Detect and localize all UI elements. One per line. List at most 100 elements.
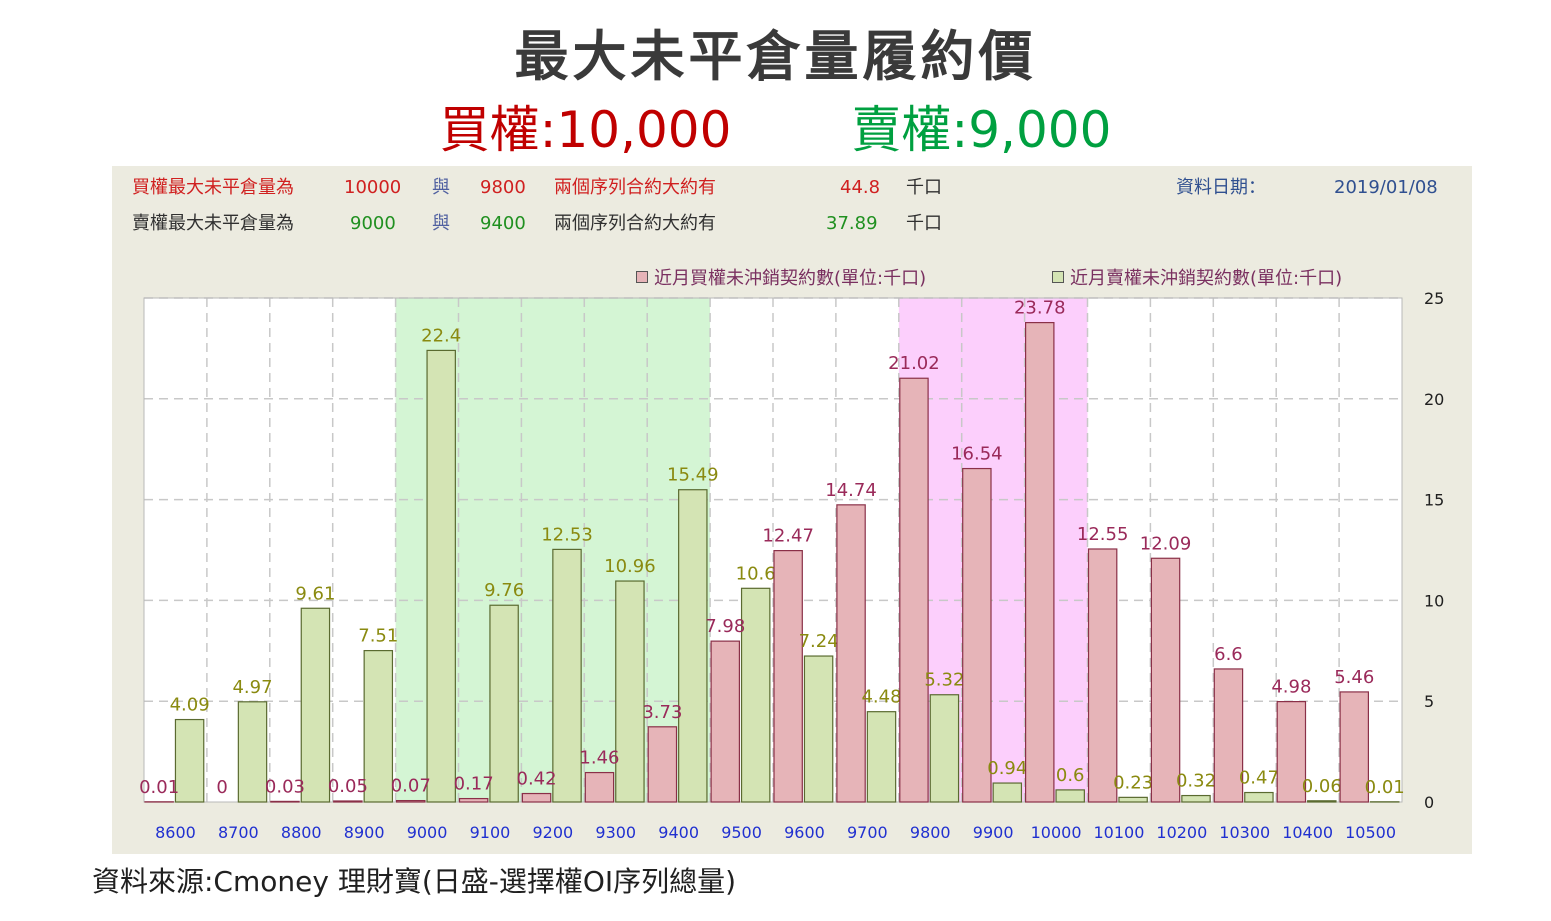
bar-put [866, 711, 897, 803]
x-tick-label: 10500 [1345, 823, 1396, 842]
bar-call [396, 799, 426, 803]
data-label-call: 21.02 [888, 353, 940, 374]
bar-call [333, 800, 363, 803]
data-label-put: 9.61 [295, 583, 335, 604]
x-tick-label: 9500 [721, 823, 762, 842]
x-tick-label: 9300 [595, 823, 636, 842]
data-label-put: 0.01 [1365, 777, 1405, 798]
data-label-call: 16.54 [951, 444, 1003, 465]
data-label-call: 0.17 [454, 774, 494, 795]
data-label-call: 0.42 [517, 769, 557, 790]
subtitle: 買權:10,000 賣權:9,000 [0, 98, 1551, 162]
bar-put [174, 718, 205, 803]
x-tick-label: 8700 [218, 823, 259, 842]
data-label-call: 4.98 [1271, 677, 1311, 698]
data-label-call: 3.73 [642, 702, 682, 723]
legend-put: 近月賣權未沖銷契約數(單位:千口) [1052, 264, 1342, 290]
info-row1-amount: 44.8 [840, 177, 881, 198]
info-row2-conj: 與 [432, 213, 450, 234]
data-label-call: 0.07 [391, 776, 431, 797]
x-tick-label: 8600 [155, 823, 196, 842]
x-tick-label: 9400 [658, 823, 699, 842]
data-label-put: 0.47 [1239, 768, 1279, 789]
call-strike-summary: 買權:10,000 [440, 101, 732, 159]
x-tick-label: 10100 [1093, 823, 1144, 842]
y-tick-label: 20 [1424, 390, 1444, 409]
bar-call [1339, 691, 1370, 803]
data-label-call: 14.74 [825, 480, 877, 501]
bar-call [962, 467, 992, 803]
data-label-put: 10.96 [604, 556, 656, 577]
y-tick-label: 25 [1424, 289, 1444, 308]
bar-put [929, 694, 960, 803]
bar-call [710, 640, 741, 803]
plot-border [143, 297, 1403, 803]
data-label-call: 5.46 [1334, 667, 1374, 688]
x-tick-label: 9100 [470, 823, 511, 842]
put-label: 賣權 [851, 101, 952, 159]
page-title: 最大未平倉量履約價 [514, 25, 1037, 88]
legend-call-swatch [636, 271, 648, 283]
x-tick-label: 10200 [1156, 823, 1207, 842]
x-tick-label: 9000 [407, 823, 448, 842]
bar-chart: 0 5 10 15 20 25 0.01 4.09 8600 0 4.97 8700 0.03 9.61 8… [139, 289, 1444, 842]
data-label-put: 0.32 [1176, 771, 1216, 792]
data-label-put: 12.53 [541, 524, 593, 545]
data-label-put: 0.23 [1113, 772, 1153, 793]
bar-put [740, 587, 771, 803]
bar-call [584, 771, 615, 803]
data-label-put: 7.24 [799, 631, 839, 652]
x-tick-label: 9200 [532, 823, 573, 842]
bar-call [773, 550, 803, 803]
data-label-put: 9.76 [484, 580, 524, 601]
bar-put [363, 649, 394, 803]
bar-call [270, 800, 300, 803]
info-row2-v2: 9400 [480, 213, 526, 234]
legend-call-label: 近月買權未沖銷契約數(單位:千口) [654, 268, 927, 289]
x-tick-label: 8900 [344, 823, 385, 842]
bar-put [1307, 800, 1337, 803]
legend-put-swatch [1052, 271, 1064, 283]
data-label-call: 6.6 [1214, 644, 1243, 665]
bar-put [426, 349, 456, 803]
data-label-put: 10.6 [736, 563, 776, 584]
info-row2-text: 兩個序列合約大約有 [554, 213, 716, 234]
bar-call [1150, 557, 1181, 803]
bar-put [237, 701, 268, 803]
bar-call [458, 797, 489, 803]
info-row1-text: 兩個序列合約大約有 [554, 177, 716, 198]
x-tick-label: 9700 [847, 823, 888, 842]
bar-put [1055, 789, 1085, 803]
y-tick-label: 15 [1424, 491, 1444, 510]
bar-put [1181, 794, 1211, 803]
y-tick-label: 10 [1424, 591, 1444, 610]
x-tick-label: 9600 [784, 823, 825, 842]
x-tick-label: 9900 [973, 823, 1014, 842]
chart-panel: 買權最大未平倉量為 10000 與 9800 兩個序列合約大約有 44.8 千口… [112, 166, 1472, 854]
data-label-call: 23.78 [1014, 298, 1066, 319]
data-label-call: 0 [216, 777, 227, 798]
legend-call: 近月買權未沖銷契約數(單位:千口) [636, 264, 926, 290]
data-label-call: 1.46 [579, 748, 619, 769]
data-label-put: 15.49 [667, 465, 719, 486]
data-label-put: 0.94 [987, 758, 1027, 779]
bar-put [552, 548, 582, 803]
info-row1-unit: 千口 [906, 177, 942, 198]
bar-put [1118, 796, 1148, 803]
info-row2-label: 賣權最大未平倉量為 [132, 213, 294, 234]
bar-call [1276, 701, 1307, 803]
info-row2-unit: 千口 [906, 213, 942, 234]
bar-call [1087, 548, 1118, 803]
data-label-put: 0.06 [1302, 776, 1342, 797]
bar-put [300, 607, 331, 803]
data-label-call: 7.98 [705, 616, 745, 637]
data-label-call: 0.05 [328, 776, 368, 797]
y-tick-label: 0 [1424, 793, 1434, 812]
put-strike-summary: 賣權:9,000 [851, 101, 1111, 159]
bar-put [1244, 791, 1274, 803]
info-row1-v2: 9800 [480, 177, 526, 198]
bar-call [521, 792, 552, 803]
data-label-put: 22.4 [421, 325, 461, 346]
data-label-put: 5.32 [924, 670, 964, 691]
y-tick-label: 5 [1424, 692, 1434, 711]
